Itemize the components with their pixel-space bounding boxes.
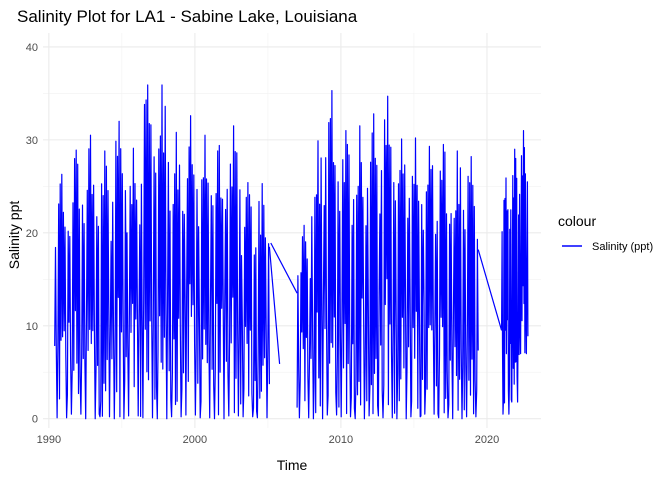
series-line-salinity bbox=[54, 84, 529, 420]
y-tick-label: 40 bbox=[26, 42, 38, 54]
legend-title: colour bbox=[558, 213, 596, 229]
series-segment bbox=[268, 246, 281, 364]
y-axis-tick-labels: 0 10 20 30 40 bbox=[26, 42, 38, 426]
y-tick-label: 30 bbox=[26, 135, 38, 147]
x-tick-label: 2000 bbox=[183, 434, 207, 446]
x-axis-title: Time bbox=[277, 457, 308, 473]
x-tick-label: 2010 bbox=[329, 434, 353, 446]
y-tick-label: 20 bbox=[26, 228, 38, 240]
x-tick-label: 2020 bbox=[475, 434, 499, 446]
legend-label-salinity: Salinity (ppt) bbox=[592, 241, 653, 253]
series-segment bbox=[270, 242, 298, 294]
x-axis-tick-labels: 1990 2000 2010 2020 bbox=[37, 434, 500, 446]
chart-title: Salinity Plot for LA1 - Sabine Lake, Lou… bbox=[17, 7, 358, 26]
series-segment bbox=[296, 90, 479, 420]
series-segment bbox=[54, 84, 270, 420]
y-tick-label: 10 bbox=[26, 321, 38, 333]
x-tick-label: 1990 bbox=[37, 434, 61, 446]
series-segment bbox=[501, 130, 529, 415]
legend: colour Salinity (ppt) bbox=[558, 213, 653, 253]
y-tick-label: 0 bbox=[32, 414, 38, 426]
y-axis-title: Salinity ppt bbox=[6, 201, 22, 270]
series-segment bbox=[477, 249, 503, 331]
